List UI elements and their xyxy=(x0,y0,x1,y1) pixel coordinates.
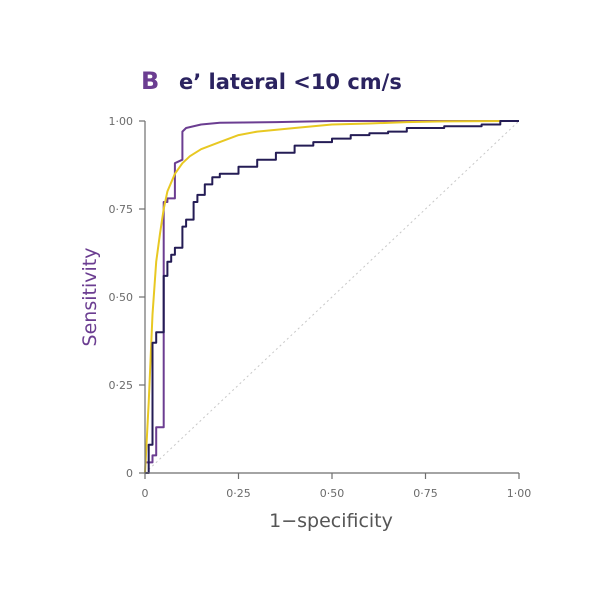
x-tick-label: 1·00 xyxy=(507,487,532,500)
x-axis-label: 1−specificity xyxy=(269,510,393,532)
panel-letter: B xyxy=(141,67,159,95)
x-tick-label: 0·75 xyxy=(413,487,438,500)
reference-diagonal-group xyxy=(144,120,520,474)
y-tick-label: 0·50 xyxy=(109,291,134,304)
reference-diagonal xyxy=(144,120,520,474)
axes xyxy=(139,120,520,479)
chart-title: e’ lateral <10 cm/s xyxy=(179,70,402,94)
y-tick-label: 0 xyxy=(126,467,133,480)
roc-series-2 xyxy=(144,120,520,474)
roc-series-1 xyxy=(145,120,519,464)
y-tick-label: 1·00 xyxy=(109,115,134,128)
y-tick-label: 0·75 xyxy=(109,203,134,216)
x-tick-label: 0·25 xyxy=(226,487,251,500)
x-tick-label: 0 xyxy=(142,487,149,500)
tick-labels: 0 0·25 0·50 0·75 1·00 0 0·25 0·50 0·75 1·00 xyxy=(109,115,532,500)
y-axis-label: Sensitivity xyxy=(79,248,101,347)
roc-curves xyxy=(144,120,520,474)
y-tick-label: 0·25 xyxy=(109,379,134,392)
x-tick-label: 0·50 xyxy=(320,487,345,500)
roc-series-3 xyxy=(145,120,519,474)
